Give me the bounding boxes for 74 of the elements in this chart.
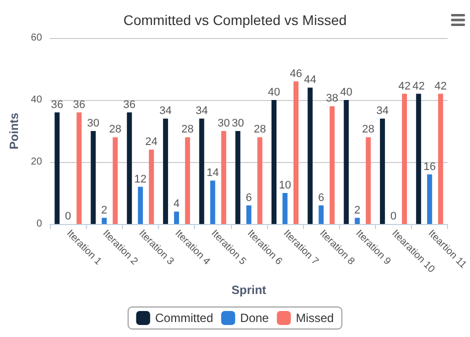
data-label: 12 xyxy=(134,173,147,186)
bar xyxy=(427,174,432,224)
data-label: 0 xyxy=(390,210,397,222)
bar xyxy=(293,81,298,224)
data-label: 44 xyxy=(304,74,316,86)
bar xyxy=(438,94,444,224)
bar xyxy=(138,186,143,224)
bar xyxy=(76,112,82,224)
data-label: 30 xyxy=(232,118,244,130)
data-label: 28 xyxy=(254,124,266,136)
bar xyxy=(148,150,154,224)
bar xyxy=(354,218,360,224)
data-label: 40 xyxy=(340,86,352,98)
bar xyxy=(246,205,252,224)
data-label: 4 xyxy=(173,198,180,210)
bar xyxy=(102,218,107,224)
chart-title: Committed vs Completed vs Missed xyxy=(123,12,347,28)
bar xyxy=(210,180,216,224)
data-label: 2 xyxy=(354,204,360,216)
data-label: 16 xyxy=(423,160,436,173)
data-label: 28 xyxy=(109,124,122,136)
data-label: 38 xyxy=(326,92,338,105)
bar xyxy=(199,118,204,224)
bar xyxy=(185,137,190,224)
bar xyxy=(366,137,371,224)
data-label: 2 xyxy=(101,204,108,216)
data-label: 36 xyxy=(50,98,64,111)
data-label: 6 xyxy=(318,192,324,204)
bar xyxy=(318,205,324,224)
y-tick-label: 0 xyxy=(36,218,42,230)
bar xyxy=(90,131,96,224)
data-label: 42 xyxy=(412,80,425,92)
bar xyxy=(221,131,226,224)
data-label: 42 xyxy=(434,80,447,92)
data-label: 34 xyxy=(196,105,208,118)
legend-label: Done xyxy=(240,311,270,325)
data-label: 28 xyxy=(362,124,374,136)
bar xyxy=(380,118,385,224)
bar xyxy=(126,112,132,224)
bar xyxy=(282,193,288,224)
data-label: 30 xyxy=(87,118,100,130)
data-label: 24 xyxy=(145,136,158,148)
bar xyxy=(344,100,349,224)
data-label: 30 xyxy=(218,118,230,130)
bar xyxy=(112,137,118,224)
data-label: 36 xyxy=(72,98,86,111)
bar xyxy=(271,100,276,224)
data-label: 36 xyxy=(123,98,136,111)
data-label: 10 xyxy=(278,180,292,192)
bar xyxy=(235,131,240,224)
data-label: 14 xyxy=(206,167,219,180)
data-label: 40 xyxy=(268,86,280,98)
legend-label: Missed xyxy=(296,311,334,325)
bar xyxy=(163,118,168,224)
data-label: 6 xyxy=(246,192,252,204)
data-label: 34 xyxy=(159,105,172,118)
y-tick-label: 20 xyxy=(30,156,42,168)
data-label: 28 xyxy=(181,124,194,136)
bar xyxy=(54,112,60,224)
y-tick-label: 60 xyxy=(30,32,42,44)
y-tick-label: 40 xyxy=(30,94,42,106)
data-label: 42 xyxy=(398,80,411,92)
bar xyxy=(174,212,180,224)
x-axis-title: Sprint xyxy=(232,283,266,297)
bar xyxy=(308,88,313,224)
data-label: 46 xyxy=(290,68,302,80)
bar xyxy=(402,94,407,224)
bar xyxy=(330,106,335,224)
bar xyxy=(257,137,262,224)
legend-label: Committed xyxy=(155,311,214,325)
bar xyxy=(416,94,422,224)
y-axis-title: Points xyxy=(7,112,21,150)
data-label: 34 xyxy=(376,105,389,118)
data-label: 0 xyxy=(65,210,72,222)
